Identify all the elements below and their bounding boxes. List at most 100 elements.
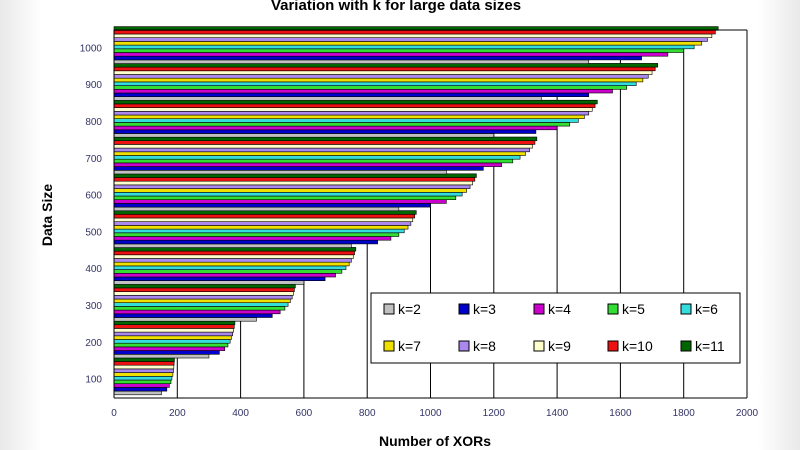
bar-k9-size-800 (113, 107, 593, 112)
bar-k7-size-300 (113, 298, 291, 304)
legend-label-k4: k=4 (548, 301, 571, 317)
bar-k4-size-500 (113, 236, 392, 241)
y-tick-label: 500 (85, 227, 102, 238)
bar-k7-size-700 (113, 151, 526, 156)
y-tick-label: 700 (85, 154, 102, 165)
bar-k5-size-900 (113, 85, 628, 90)
bar-k8-size-800 (113, 111, 590, 116)
bar-k7-size-1000 (113, 41, 703, 46)
bar-k7-size-500 (113, 225, 409, 230)
bar-k5-size-400 (113, 269, 343, 274)
bar-k9-size-400 (113, 254, 354, 259)
x-tick-label: 1200 (483, 408, 506, 419)
bar-k5-size-200 (113, 342, 229, 348)
y-tick-label: 200 (85, 338, 102, 349)
bar-k8-size-600 (113, 184, 471, 189)
bar-k5-size-800 (113, 122, 571, 127)
y-tick-label: 1000 (80, 43, 103, 54)
bar-k4-size-1000 (113, 52, 669, 57)
x-tick-label: 800 (359, 408, 376, 419)
bar-k2-size-600 (113, 206, 400, 212)
bar-k4-size-200 (113, 346, 226, 351)
bar-k6-size-200 (113, 339, 231, 344)
legend-label-k8: k=8 (473, 338, 496, 354)
bar-k6-size-1000 (113, 44, 695, 50)
bar-k7-size-800 (113, 114, 585, 120)
x-tick-label: 1000 (419, 408, 442, 419)
bars (113, 26, 719, 396)
bar-k4-size-400 (113, 272, 336, 278)
bar-k4-size-700 (113, 162, 503, 167)
legend-swatch-k8 (458, 340, 470, 352)
legend: k=2 k=3 k=4 k=5 k=6 k=7 k=8 k=9 k=10 k=11 (370, 292, 741, 364)
bar-k11-size-400 (113, 247, 357, 252)
bar-k8-size-700 (113, 147, 530, 153)
bar-k10-size-600 (113, 177, 476, 182)
legend-label-k2: k=2 (398, 301, 421, 317)
bar-k4-size-100 (113, 383, 170, 388)
bar-k2-size-300 (113, 317, 257, 322)
bar-k8-size-400 (113, 258, 352, 263)
bar-k9-size-900 (113, 70, 653, 75)
bar-k5-size-600 (113, 195, 457, 201)
legend-label-k9: k=9 (548, 338, 571, 354)
bar-k10-size-100 (113, 361, 175, 366)
bar-k4-size-600 (113, 199, 447, 204)
bar-k8-size-900 (113, 74, 649, 79)
bar-k8-size-200 (113, 331, 233, 337)
legend-label-k5: k=5 (622, 301, 645, 317)
legend-swatch-k3 (458, 303, 470, 315)
bar-k3-size-700 (113, 166, 484, 171)
bar-k6-size-400 (113, 265, 347, 270)
bar-k11-size-600 (113, 173, 477, 178)
bar-k3-size-200 (113, 350, 220, 355)
x-axis-title: Number of XORs (379, 433, 491, 449)
bar-k2-size-800 (113, 133, 495, 138)
bar-k3-size-600 (113, 203, 431, 208)
bar-k4-size-900 (113, 89, 613, 94)
legend-swatch-k7 (383, 340, 395, 352)
y-tick-label: 400 (85, 264, 102, 275)
bar-k10-size-800 (113, 103, 596, 108)
chart-title: Variation with k for large data sizes (271, 0, 521, 14)
bar-k6-size-300 (113, 302, 289, 307)
bar-k9-size-200 (113, 328, 234, 333)
bar-k9-size-600 (113, 180, 473, 186)
bar-k3-size-100 (113, 387, 168, 392)
bar-k8-size-500 (113, 221, 412, 226)
legend-label-k11: k=11 (695, 338, 725, 354)
bar-k9-size-300 (113, 291, 294, 296)
x-tick-label: 0 (111, 408, 117, 419)
bar-k11-size-200 (113, 320, 236, 326)
bar-k3-size-1000 (113, 55, 642, 61)
y-tick-label: 100 (85, 375, 102, 386)
bar-k2-size-700 (113, 170, 447, 175)
bar-k10-size-900 (113, 66, 656, 72)
bar-k6-size-100 (113, 375, 173, 381)
bar-k2-size-100 (113, 390, 162, 396)
bar-k11-size-800 (113, 99, 598, 105)
bar-k3-size-300 (113, 313, 273, 318)
bar-k3-size-900 (113, 92, 590, 98)
bar-k5-size-100 (113, 379, 172, 385)
legend-label-k7: k=7 (398, 338, 421, 354)
bar-k2-size-1000 (113, 59, 590, 64)
axes (113, 29, 747, 399)
legend-box (370, 292, 741, 364)
bar-k7-size-100 (113, 372, 174, 377)
bar-k6-size-900 (113, 81, 637, 86)
bar-k10-size-1000 (113, 29, 716, 35)
bar-k6-size-700 (113, 155, 521, 160)
tick-labels: 0 200 400 600 800 1000 1200 1400 1600 1800 2000 100… (80, 43, 759, 419)
y-tick-label: 300 (85, 301, 102, 312)
bar-k11-size-700 (113, 136, 538, 142)
legend-swatch-k5 (607, 303, 619, 315)
x-tick-label: 200 (169, 408, 186, 419)
bar-k8-size-300 (113, 294, 293, 300)
x-tick-label: 600 (296, 408, 313, 419)
y-tick-label: 600 (85, 191, 102, 202)
y-tick-label: 800 (85, 117, 102, 128)
legend-label-k6: k=6 (695, 301, 718, 317)
